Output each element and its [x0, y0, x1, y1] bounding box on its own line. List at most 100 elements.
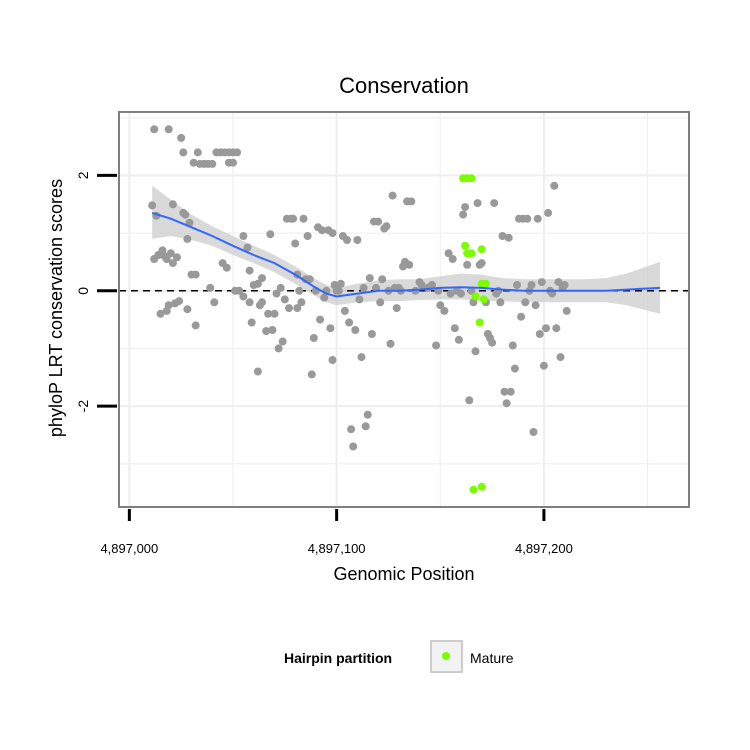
data-point-other — [189, 158, 198, 167]
data-point-other — [471, 347, 480, 356]
data-point-other — [376, 298, 385, 307]
y-tick-label: 0 — [75, 287, 91, 295]
data-point-mature — [477, 245, 486, 254]
legend-key — [430, 640, 463, 673]
data-point-other — [463, 260, 472, 269]
data-point-other — [164, 301, 173, 310]
x-tick-label: 4,897,200 — [515, 541, 573, 556]
data-point-other — [258, 298, 266, 307]
data-point-other — [457, 289, 465, 298]
data-point-other — [357, 353, 366, 362]
data-point-other — [504, 233, 513, 242]
data-point-other — [560, 281, 569, 289]
legend-label-mature: Mature — [470, 650, 514, 666]
data-point-other — [285, 304, 293, 313]
data-point-other — [533, 214, 542, 223]
data-point-other — [340, 306, 349, 315]
data-point-other — [347, 425, 356, 434]
data-point-other — [365, 274, 374, 283]
data-point-other — [262, 327, 271, 336]
data-point-other — [417, 281, 426, 289]
data-point-other — [513, 281, 521, 289]
data-point-other — [183, 234, 192, 243]
y-axis-title: phyloP LRT conservation scores — [46, 179, 66, 437]
data-point-other — [191, 270, 200, 279]
data-point-mature — [467, 249, 476, 258]
data-point-other — [510, 364, 519, 373]
data-point-other — [351, 326, 360, 334]
data-point-other — [537, 278, 546, 287]
data-point-other — [500, 387, 509, 396]
data-point-other — [473, 199, 482, 208]
data-point-other — [264, 309, 273, 318]
data-point-other — [148, 201, 157, 210]
data-point-other — [353, 236, 362, 244]
data-point-other — [361, 422, 370, 431]
data-point-other — [436, 301, 445, 310]
data-point-other — [179, 148, 188, 157]
data-point-other — [247, 318, 256, 327]
data-point-other — [378, 275, 387, 284]
legend-title: Hairpin partition — [284, 650, 392, 666]
data-point-other — [432, 341, 441, 350]
data-point-other — [388, 191, 397, 200]
data-point-other — [562, 306, 571, 315]
data-point-other — [222, 263, 231, 272]
data-point-mature — [481, 279, 490, 288]
data-point-other — [374, 217, 383, 226]
data-point-other — [318, 226, 327, 235]
data-point-other — [359, 283, 368, 292]
data-point-other — [392, 304, 401, 313]
data-point-other — [177, 133, 186, 142]
data-point-other — [531, 301, 540, 310]
data-point-other — [206, 283, 215, 292]
data-point-other — [367, 330, 376, 338]
data-point-other — [382, 222, 391, 231]
data-point-mature — [477, 482, 486, 491]
data-point-other — [210, 298, 219, 307]
data-point-mature — [479, 295, 488, 304]
data-point-other — [208, 159, 217, 168]
data-point-other — [448, 255, 457, 263]
data-point-other — [461, 203, 470, 212]
data-point-other — [529, 428, 538, 436]
panel-border — [118, 111, 690, 508]
data-point-other — [293, 304, 302, 313]
data-point-other — [349, 442, 358, 451]
data-point-other — [334, 286, 343, 295]
panel-background — [119, 112, 689, 507]
data-point-other — [229, 158, 237, 167]
data-point-other — [386, 339, 395, 348]
data-point-other — [502, 399, 511, 408]
data-point-other — [280, 295, 289, 304]
data-point-other — [245, 266, 254, 275]
data-point-other — [183, 305, 192, 314]
data-point-other — [450, 324, 459, 333]
data-point-mature — [461, 241, 470, 250]
data-point-other — [496, 298, 505, 307]
data-point-other — [523, 214, 532, 223]
data-point-other — [276, 283, 285, 292]
data-point-other — [166, 249, 175, 258]
data-point-other — [544, 208, 553, 217]
data-point-other — [407, 197, 416, 206]
data-point-other — [268, 326, 277, 334]
data-point-other — [550, 181, 559, 190]
data-point-other — [552, 324, 561, 333]
data-point-other — [181, 210, 190, 219]
data-point-other — [191, 321, 200, 330]
data-point-other — [316, 315, 325, 324]
data-point-other — [278, 337, 287, 346]
data-point-other — [193, 148, 202, 157]
data-point-other — [345, 318, 354, 327]
legend-key-mature-dot — [442, 652, 450, 660]
data-point-other — [506, 387, 515, 396]
data-point-other — [156, 309, 165, 318]
data-point-other — [454, 335, 463, 344]
data-point-other — [303, 232, 312, 240]
data-point-other — [535, 330, 544, 338]
data-point-other — [272, 289, 281, 298]
data-point-other — [274, 344, 283, 353]
data-point-other — [363, 410, 372, 419]
data-point-other — [440, 306, 449, 315]
